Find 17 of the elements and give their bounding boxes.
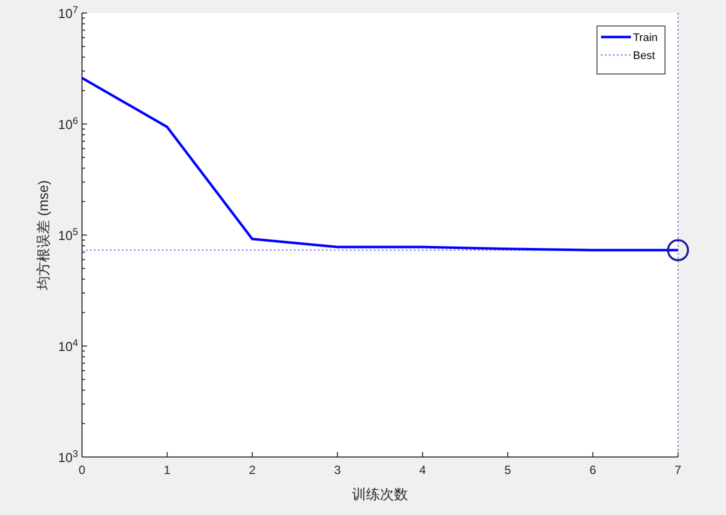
y-tick-label: 10$^{7}$ [58,4,78,21]
x-tick-label: 2 [248,463,256,477]
legend-label: Best [633,50,656,62]
x-tick-label: 1 [164,463,171,477]
y-tick-label: 10$^{4}$ [58,338,79,354]
legend-label: Train [633,32,658,44]
x-tick-label: 4 [419,463,426,477]
x-axis-title: 训练次数 [352,486,408,502]
x-tick-label: 7 [674,463,682,477]
x-tick-label: 6 [590,463,597,477]
y-axis-title: 均方根误差 (mse) [35,180,51,291]
y-tick-label: 10$^{3}$ [58,448,78,465]
y-tick-label: 10$^{6}$ [58,116,78,132]
x-tick-label: 0 [78,463,86,477]
y-tick-label: 10$^{5}$ [58,226,79,243]
x-tick-label: 5 [504,463,512,477]
x-tick-label: 3 [334,463,342,477]
